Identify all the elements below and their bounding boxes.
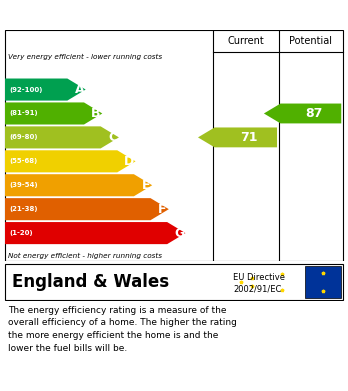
- Text: Energy Efficiency Rating: Energy Efficiency Rating: [9, 7, 219, 22]
- Text: G: G: [174, 227, 184, 240]
- Polygon shape: [198, 127, 277, 147]
- Text: (55-68): (55-68): [9, 158, 38, 164]
- Text: A: A: [74, 83, 84, 96]
- Text: The energy efficiency rating is a measure of the
overall efficiency of a home. T: The energy efficiency rating is a measur…: [8, 306, 237, 353]
- Text: C: C: [108, 131, 117, 144]
- Polygon shape: [5, 222, 185, 244]
- Polygon shape: [5, 79, 86, 100]
- Bar: [304, 266, 341, 298]
- Text: E: E: [142, 179, 150, 192]
- Polygon shape: [5, 126, 119, 149]
- Polygon shape: [5, 174, 152, 196]
- Text: (21-38): (21-38): [9, 206, 38, 212]
- Text: 71: 71: [240, 131, 258, 144]
- Text: F: F: [158, 203, 167, 216]
- Text: (39-54): (39-54): [9, 182, 38, 188]
- Text: England & Wales: England & Wales: [12, 273, 169, 291]
- Text: Potential: Potential: [290, 36, 332, 46]
- Text: EU Directive: EU Directive: [233, 273, 285, 282]
- Text: (69-80): (69-80): [9, 135, 38, 140]
- Text: (1-20): (1-20): [9, 230, 33, 236]
- Text: Very energy efficient - lower running costs: Very energy efficient - lower running co…: [8, 54, 163, 60]
- Text: B: B: [91, 107, 101, 120]
- Text: D: D: [124, 155, 134, 168]
- Text: 2002/91/EC: 2002/91/EC: [233, 284, 282, 293]
- Polygon shape: [5, 150, 135, 172]
- Polygon shape: [264, 104, 341, 124]
- Text: 87: 87: [306, 107, 323, 120]
- Text: (92-100): (92-100): [9, 86, 42, 93]
- Text: Not energy efficient - higher running costs: Not energy efficient - higher running co…: [8, 253, 163, 259]
- Polygon shape: [5, 102, 102, 124]
- Text: Current: Current: [228, 36, 264, 46]
- Text: (81-91): (81-91): [9, 111, 38, 117]
- Polygon shape: [5, 198, 169, 220]
